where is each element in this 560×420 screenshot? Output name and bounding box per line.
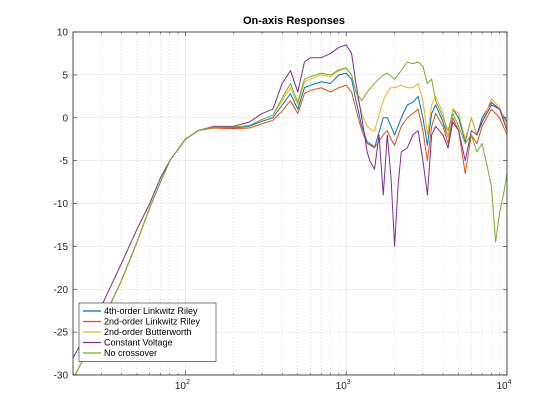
series-line-4 — [73, 44, 507, 359]
y-tick-label: 0 — [62, 113, 68, 124]
x-tick-label: 103 — [336, 379, 351, 392]
y-tick-label: -30 — [54, 371, 69, 382]
series-line-5 — [74, 61, 507, 375]
x-tick-label: 104 — [496, 379, 511, 392]
y-tick-label: -15 — [54, 242, 69, 253]
y-tick-label: -20 — [54, 285, 69, 296]
chart-title: On-axis Responses — [243, 15, 345, 27]
y-tick-label: -25 — [54, 328, 69, 339]
y-tick-label: -5 — [59, 156, 68, 167]
tick-marks — [73, 31, 508, 376]
y-tick-label: 5 — [62, 70, 68, 81]
x-tick-labels: 102 103 104 — [175, 379, 512, 392]
y-tick-labels: -30 -25 -20 -15 -10 -5 0 5 10 — [54, 28, 69, 382]
x-tick-label: 102 — [175, 379, 190, 392]
legend-label-5: No crossover — [104, 348, 157, 358]
x-tick-base: 10 — [336, 381, 348, 392]
y-tick-label: 10 — [57, 28, 69, 39]
legend-label-4: Constant Voltage — [104, 338, 173, 348]
legend-label-3: 2nd-order Butterworth — [104, 327, 192, 337]
legend-box — [78, 302, 217, 362]
x-tick-exponent: 3 — [347, 379, 351, 386]
x-tick-base: 10 — [496, 381, 508, 392]
grid-lines — [73, 31, 508, 376]
series-group — [73, 44, 507, 375]
legend-label-1: 4th-order Linkwitz Riley — [104, 306, 198, 316]
x-tick-exponent: 4 — [508, 379, 512, 386]
x-tick-base: 10 — [175, 381, 187, 392]
y-tick-label: -10 — [54, 199, 69, 210]
x-tick-exponent: 2 — [186, 379, 190, 386]
legend-label-2: 2nd-order Linkwitz Riley — [104, 317, 201, 327]
